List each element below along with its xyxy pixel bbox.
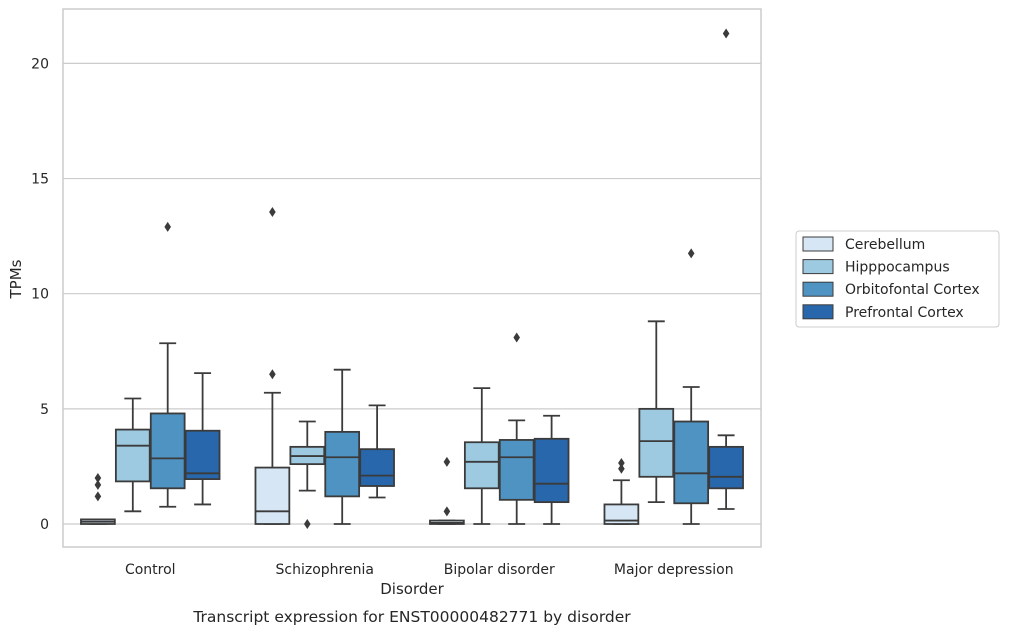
box-prefrontal-cortex [184,372,221,506]
y-axis-label: TPMs [7,259,25,299]
box-prefrontal-cortex [533,414,570,525]
x-tick-labels: Control Schizophrenia Bipolar disorder Majo… [125,562,734,578]
outlier-point [94,472,102,483]
legend-label: Prefrontal Cortex [845,305,964,321]
box-iqr [324,430,361,498]
outlier-point [304,519,311,529]
grid-lines [63,62,761,525]
legend-swatch [802,259,834,275]
legend-swatch [802,304,834,320]
outlier-point [687,248,695,259]
box-cerebellum [80,472,116,525]
outlier-point [164,221,171,232]
y-tick-label: 0 [40,517,49,533]
y-tick-label: 15 [31,172,49,188]
box-iqr [533,437,570,504]
box-iqr [673,420,710,505]
legend-label: Orbitofontal Cortex [845,282,980,298]
outlier-point [513,332,520,343]
box-iqr [254,466,291,525]
legend-swatch [802,281,834,297]
box-hipppocampus [463,387,500,525]
box-iqr [149,412,186,490]
outlier-point [618,457,625,468]
box-hipppocampus [114,397,151,513]
box-orbitofontal-cortex [498,332,535,525]
x-tick-label: Schizophrenia [276,562,374,578]
x-tick-label: Major depression [614,562,734,578]
outlier-point [94,479,102,490]
legend-frame [795,230,1000,328]
box-iqr [603,503,640,525]
box-iqr [463,441,500,490]
box-prefrontal-cortex [359,404,395,499]
x-axis-label: Disorder [380,580,444,598]
x-tick-label: Bipolar disorder [444,562,555,578]
y-tick-label: 10 [31,287,49,303]
legend-label: Hipppocampus [845,260,950,276]
outlier-point [618,463,625,474]
box-cerebellum [429,456,465,525]
y-tick-labels: 0 5 10 15 20 [31,56,49,533]
box-iqr [708,445,744,490]
box-cerebellum [603,457,640,525]
plot-frame [62,8,762,548]
chart-caption: Transcript expression for ENST0000048277… [192,608,631,626]
legend-label: Cerebellum [845,237,925,253]
box-iqr [498,439,535,501]
box-prefrontal-cortex [708,28,744,510]
box-hipppocampus [638,320,675,504]
outlier-point [269,206,276,217]
box-hipppocampus [289,420,326,529]
box-iqr [184,429,221,480]
y-tick-label: 5 [40,402,49,418]
outlier-point [443,506,451,517]
box-cerebellum [254,206,291,525]
box-iqr [114,428,151,483]
outlier-point [94,491,102,502]
y-tick-label: 20 [31,56,49,72]
box-marks [80,28,744,529]
outlier-point [722,28,730,39]
outlier-point [443,456,451,467]
box-orbitofontal-cortex [673,248,710,525]
box-orbitofontal-cortex [149,221,186,508]
legend-swatch [802,236,834,252]
box-orbitofontal-cortex [324,368,361,525]
box-iqr [638,407,675,478]
legend: Cerebellum Hipppocampus Orbitofontal Corte… [795,230,1000,328]
box-iqr [359,448,395,487]
outlier-point [269,369,276,380]
x-tick-label: Control [125,562,176,578]
